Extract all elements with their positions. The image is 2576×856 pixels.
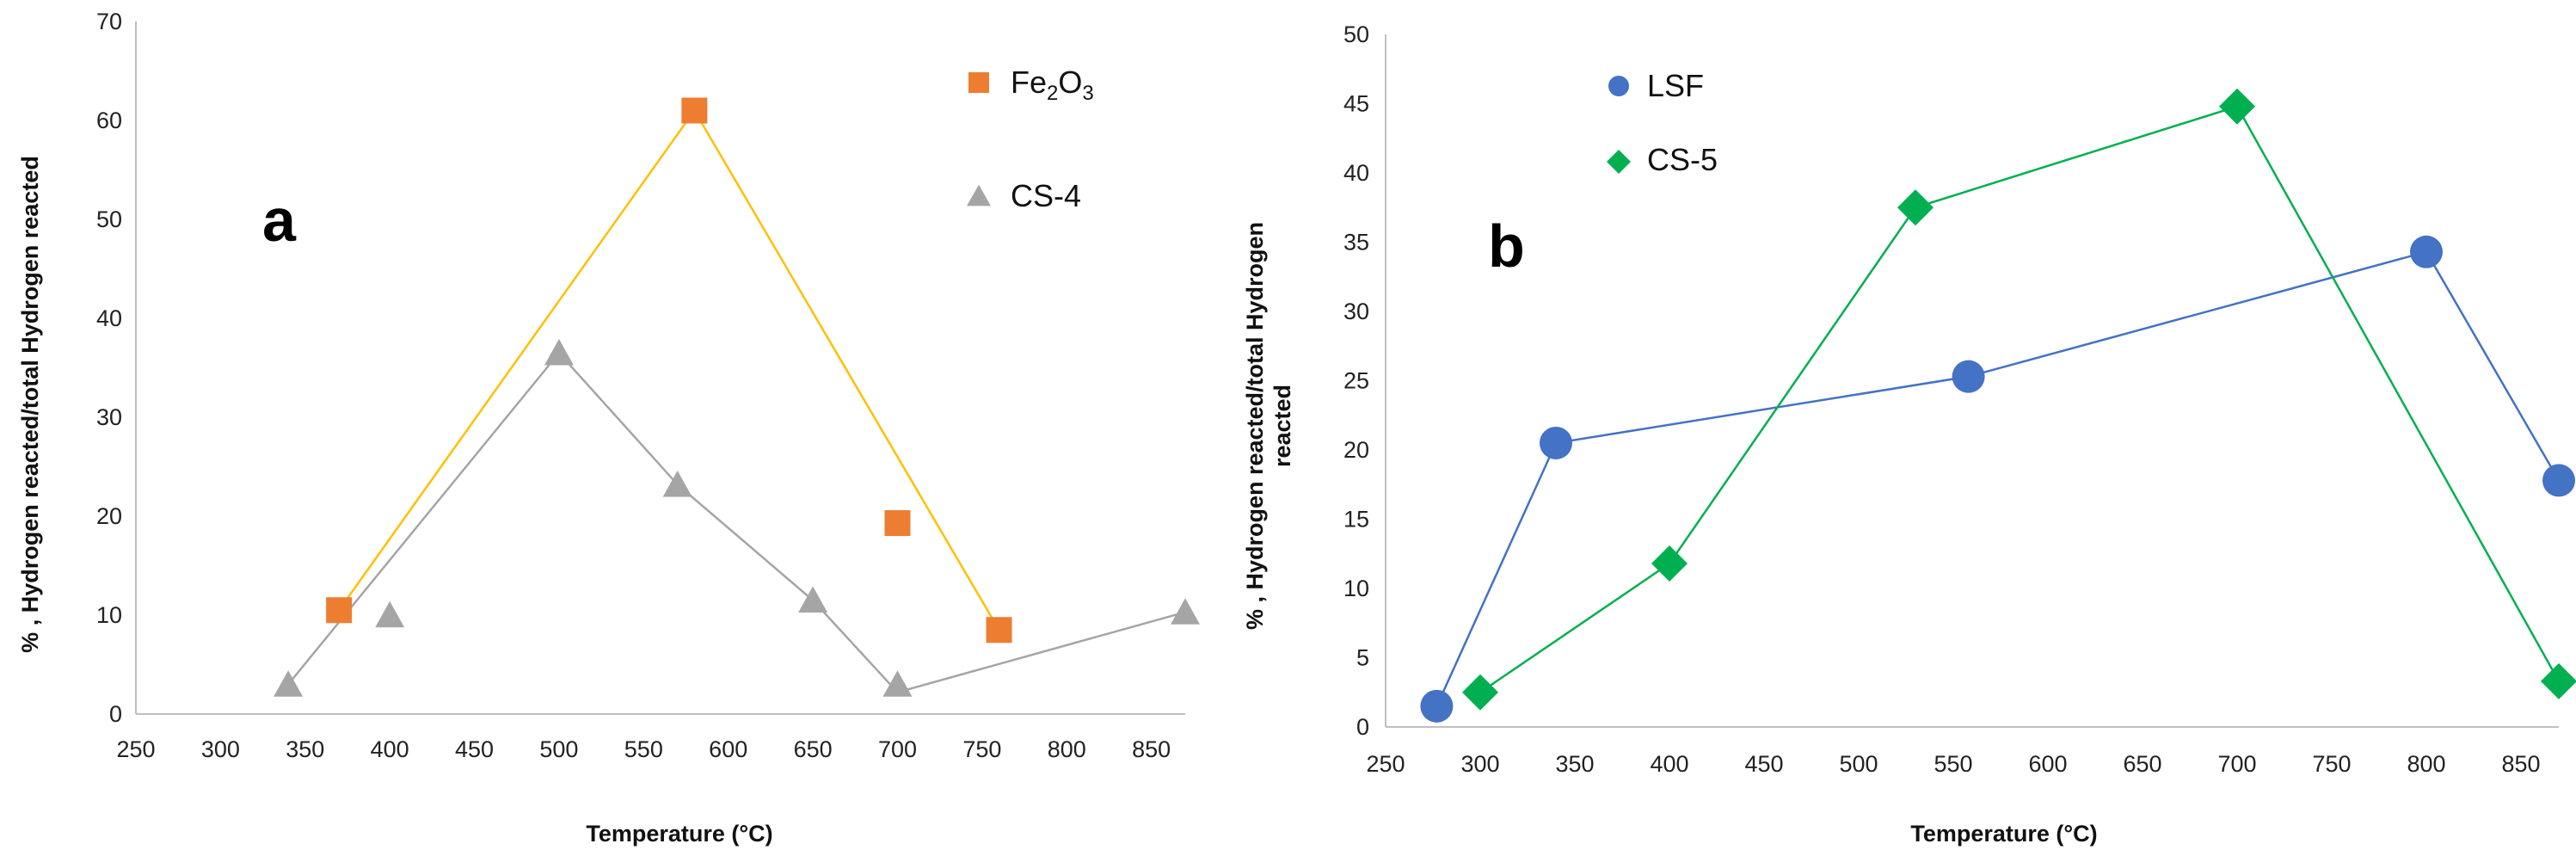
panel-b-y-tick-label: 50	[1343, 22, 1369, 47]
panel-a-x-tick-label: 850	[1132, 736, 1171, 762]
panel-a-x-tick-label: 500	[539, 736, 578, 762]
panel-a-legend: Fe2O3 CS-4	[967, 65, 1094, 213]
panel-a-y-tick-label: 50	[96, 206, 122, 232]
panel-b-x-tick-label: 650	[2123, 751, 2161, 777]
panel-a-x-tick-label: 300	[201, 736, 240, 762]
data-point-cs-4	[882, 670, 913, 697]
panel-b-legend: LSF CS-5	[1607, 68, 1718, 177]
panel-b-x-tick-label: 450	[1744, 751, 1783, 777]
panel-b-y-tick-label: 40	[1343, 160, 1369, 186]
data-point-cs-4	[798, 586, 828, 613]
data-point-cs-4	[544, 339, 574, 366]
data-point-cs-4	[375, 600, 405, 628]
panel-b-series-lines	[1436, 105, 2561, 707]
panel-a-x-tick-label: 600	[709, 736, 747, 762]
panel-b-y-tick-label: 5	[1356, 645, 1369, 671]
panel-a-x-tick-label: 550	[624, 736, 663, 762]
panel-a-chart: 250 300 350 400 450 500 550 600 650 700 750 800 850 0…	[17, 9, 1200, 847]
panel-a-x-tick-label: 650	[794, 736, 833, 762]
data-point-cs-5	[1462, 674, 1498, 711]
legend-symbol-lsf	[1608, 76, 1629, 96]
data-point-fe2o3	[681, 97, 708, 124]
panel-a-x-axis-title: Temperature (°C)	[586, 821, 772, 847]
panel-b-y-tick-label: 30	[1343, 299, 1369, 324]
panel-b-x-tick-label: 800	[2407, 751, 2445, 777]
data-point-lsf	[2410, 235, 2443, 268]
data-point-cs-5	[1897, 189, 1934, 226]
legend-symbol-fe2o3	[968, 72, 989, 93]
legend-symbol-cs-5	[1607, 150, 1631, 174]
data-point-cs-4	[1171, 598, 1200, 625]
panel-a-label: a	[262, 187, 297, 254]
panel-b-x-tick-label: 700	[2217, 751, 2256, 777]
panel-a-y-tick-label: 60	[96, 108, 122, 133]
data-point-cs-5	[1651, 545, 1688, 582]
data-point-lsf	[1420, 689, 1454, 723]
data-point-fe2o3	[884, 510, 911, 537]
panel-a-x-tick-label: 700	[878, 736, 917, 762]
series-line-cs-4	[287, 351, 1186, 694]
panel-a-x-tick-label: 350	[286, 736, 324, 762]
panel-a-y-tick-label: 70	[96, 9, 122, 34]
panel-b-y-axis-title-line-1: % , Hydrogen reacted/total Hydrogen	[1242, 222, 1268, 630]
panel-a-y-tick-label: 40	[96, 305, 122, 331]
data-point-fe2o3	[986, 617, 1012, 644]
legend-symbol-cs-4	[967, 184, 991, 206]
panel-a-y-tick-label: 10	[96, 602, 122, 628]
panel-b-y-axis-title-line-2: reacted	[1270, 385, 1295, 467]
panel-b-y-tick-label: 45	[1343, 91, 1369, 117]
panel-b-x-tick-label: 850	[2501, 751, 2540, 777]
panel-a-y-tick-label: 20	[96, 503, 122, 529]
panel-a-y-tick-label: 0	[109, 701, 122, 727]
legend-marker-fe2o3	[968, 72, 989, 93]
data-point-cs-4	[662, 470, 692, 497]
panel-a-x-tick-label: 250	[116, 736, 155, 762]
panel-b-x-axis-title: Temperature (°C)	[1910, 821, 2097, 847]
panel-a-x-tick-label: 400	[371, 736, 409, 762]
panel-b-x-tick-label: 600	[2028, 751, 2067, 777]
panel-b-x-tick-label: 400	[1650, 751, 1688, 777]
panel-b-x-tick-label: 300	[1460, 751, 1499, 777]
legend-marker-cs-4	[967, 184, 991, 206]
series-line-fe2o3	[338, 108, 1000, 631]
panel-b-markers	[1420, 88, 2576, 723]
panel-b-label: b	[1488, 212, 1525, 280]
legend-label-lsf: LSF	[1647, 68, 1704, 103]
series-line-lsf	[1436, 250, 2561, 707]
data-point-cs-5	[2541, 662, 2576, 699]
panel-b-y-tick-label: 25	[1343, 368, 1369, 394]
panel-a-markers	[274, 97, 1200, 697]
legend-label-cs-5: CS-5	[1647, 142, 1718, 177]
panel-b-x-tick-label: 500	[1839, 751, 1878, 777]
panel-b-x-tick-label: 350	[1555, 751, 1594, 777]
panel-a-tick-labels: 250 300 350 400 450 500 550 600 650 700 750 800 850 0…	[96, 9, 1171, 762]
panel-b-x-tick-label: 750	[2312, 751, 2351, 777]
series-line-cs-5	[1479, 105, 2561, 693]
panel-a-y-axis-title: % , Hydrogen reacted/total Hydrogen reac…	[17, 156, 43, 653]
panel-b-y-tick-label: 20	[1343, 437, 1369, 463]
legend-label-fe2o3: Fe2O3	[1011, 65, 1094, 105]
panel-a-y-tick-label: 30	[96, 404, 122, 430]
legend-label-cs-4: CS-4	[1011, 178, 1081, 213]
data-point-fe2o3	[326, 597, 353, 624]
panel-b-y-tick-label: 15	[1343, 507, 1369, 533]
data-point-lsf	[1540, 426, 1572, 459]
data-point-lsf	[2542, 464, 2575, 497]
panel-b-x-tick-label: 250	[1366, 751, 1405, 777]
panel-b-y-tick-label: 0	[1356, 714, 1369, 740]
panel-a-x-tick-label: 800	[1048, 736, 1086, 762]
data-point-cs-4	[274, 670, 304, 697]
data-point-lsf	[1952, 360, 1985, 393]
panel-a-x-tick-label: 750	[962, 736, 1001, 762]
data-point-cs-5	[2219, 88, 2255, 125]
panel-b-y-tick-label: 35	[1343, 230, 1369, 256]
legend-marker-lsf	[1608, 76, 1629, 96]
panel-b-tick-labels: 250 300 350 400 450 500 550 600 650 700 750 800 8500…	[1343, 22, 2541, 777]
panel-b-y-tick-label: 10	[1343, 576, 1369, 601]
panel-b-chart: 250 300 350 400 450 500 550 600 650 700 750 800 8500…	[1242, 22, 2576, 847]
panel-b-x-tick-label: 550	[1934, 751, 1972, 777]
legend-marker-cs-5	[1607, 150, 1631, 174]
panel-a-x-tick-label: 450	[455, 736, 494, 762]
